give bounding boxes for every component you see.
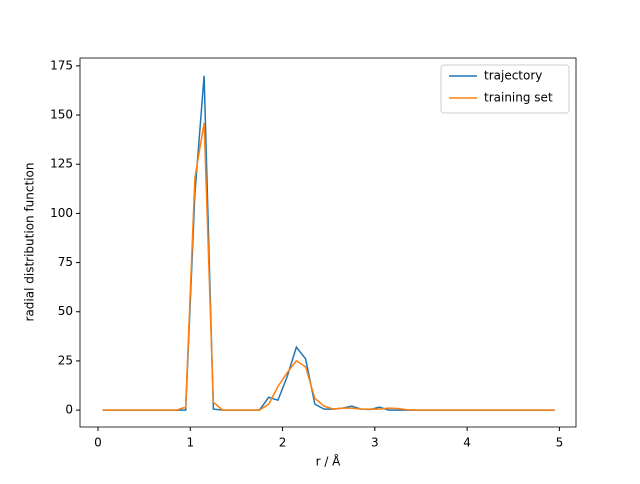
x-axis-label: r / Å xyxy=(316,454,342,469)
y-tick-label: 125 xyxy=(50,157,73,171)
y-tick-label: 175 xyxy=(50,58,73,72)
y-axis-label: radial distribution function xyxy=(23,163,37,322)
x-tick-label: 4 xyxy=(463,436,471,450)
y-tick-label: 0 xyxy=(65,403,73,417)
y-tick-label: 150 xyxy=(50,108,73,122)
legend-label: trajectory xyxy=(484,69,542,83)
y-tick-label: 25 xyxy=(58,353,73,367)
y-tick-label: 75 xyxy=(58,255,73,269)
legend-label: training set xyxy=(484,91,553,105)
x-tick-label: 2 xyxy=(279,436,287,450)
series-line xyxy=(102,122,555,411)
x-tick-label: 3 xyxy=(371,436,379,450)
x-tick-label: 5 xyxy=(556,436,564,450)
plot-frame xyxy=(79,57,577,428)
legend-box xyxy=(440,64,570,114)
series-line xyxy=(102,75,555,411)
x-tick-label: 0 xyxy=(94,436,102,450)
y-tick-label: 100 xyxy=(50,206,73,220)
y-tick-label: 50 xyxy=(58,304,73,318)
x-tick-label: 1 xyxy=(186,436,194,450)
